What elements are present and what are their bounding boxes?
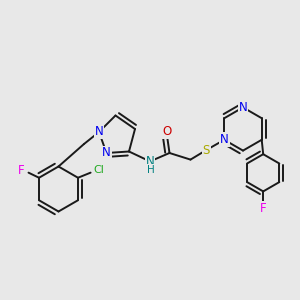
Text: N: N [102, 146, 111, 160]
Text: O: O [162, 125, 171, 139]
Text: N: N [94, 125, 103, 139]
Text: F: F [18, 164, 25, 177]
Text: F: F [260, 202, 266, 215]
Text: N: N [146, 155, 154, 168]
Text: S: S [203, 143, 210, 157]
Text: N: N [220, 133, 229, 146]
Text: Cl: Cl [93, 165, 104, 175]
Text: H: H [147, 165, 154, 175]
Text: N: N [238, 101, 247, 114]
